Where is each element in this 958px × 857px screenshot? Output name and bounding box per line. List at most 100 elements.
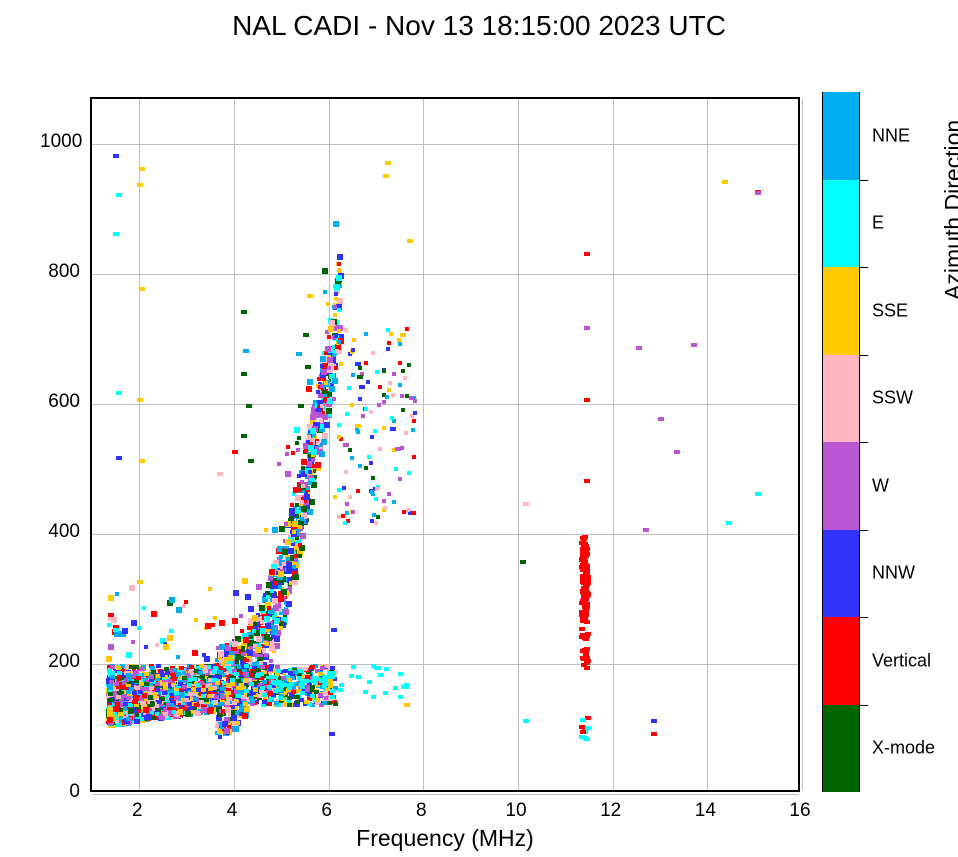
trace-point bbox=[212, 686, 217, 690]
gridline-vertical bbox=[613, 99, 614, 790]
trace-point bbox=[391, 393, 395, 397]
trace-point bbox=[333, 702, 338, 706]
trace-point bbox=[306, 440, 310, 444]
trace-point bbox=[347, 386, 351, 390]
trace-point bbox=[212, 670, 217, 674]
trace-point bbox=[300, 691, 305, 695]
trace-point bbox=[355, 424, 361, 428]
x-tick-label: 6 bbox=[321, 800, 332, 822]
trace-point bbox=[374, 497, 378, 501]
trace-point bbox=[255, 647, 261, 653]
trace-point bbox=[232, 701, 237, 705]
trace-point bbox=[117, 675, 122, 679]
trace-point bbox=[582, 535, 588, 539]
trace-point bbox=[136, 676, 141, 680]
trace-point bbox=[129, 665, 134, 669]
trace-point bbox=[116, 723, 122, 727]
trace-point bbox=[382, 369, 386, 373]
trace-point bbox=[295, 495, 301, 501]
trace-point bbox=[233, 726, 239, 732]
trace-point bbox=[231, 705, 235, 709]
trace-point bbox=[337, 308, 341, 312]
trace-point bbox=[244, 689, 249, 693]
trace-point bbox=[298, 543, 302, 547]
trace-point bbox=[110, 675, 115, 679]
trace-point bbox=[271, 629, 277, 635]
trace-point bbox=[215, 724, 219, 728]
trace-point bbox=[227, 697, 232, 701]
trace-point bbox=[294, 558, 298, 562]
trace-point bbox=[364, 466, 368, 470]
trace-point bbox=[337, 340, 341, 344]
trace-point bbox=[580, 590, 586, 594]
trace-point bbox=[260, 665, 265, 669]
trace-point bbox=[107, 623, 111, 627]
trace-point bbox=[256, 584, 262, 590]
trace-point bbox=[276, 688, 281, 692]
trace-point bbox=[315, 698, 320, 702]
trace-point bbox=[248, 606, 254, 612]
trace-point bbox=[411, 428, 415, 432]
trace-point bbox=[324, 422, 330, 428]
trace-point bbox=[160, 673, 165, 677]
trace-point bbox=[126, 673, 131, 677]
trace-point bbox=[213, 616, 217, 620]
trace-point bbox=[343, 443, 349, 447]
trace-point bbox=[327, 366, 331, 370]
trace-point bbox=[108, 692, 113, 696]
trace-point bbox=[278, 696, 283, 700]
trace-point bbox=[277, 462, 281, 466]
trace-point bbox=[331, 628, 337, 632]
trace-point bbox=[113, 628, 119, 632]
trace-point bbox=[271, 635, 275, 639]
trace-point bbox=[142, 687, 147, 691]
x-axis-label: Frequency (MHz) bbox=[90, 825, 800, 852]
trace-point bbox=[375, 370, 379, 374]
trace-point bbox=[201, 688, 206, 692]
trace-point bbox=[169, 597, 175, 603]
trace-point bbox=[137, 183, 143, 187]
plot-area bbox=[90, 97, 800, 792]
trace-point bbox=[199, 681, 204, 685]
colorbar-segment-nnw bbox=[822, 530, 860, 618]
trace-point bbox=[580, 633, 586, 637]
trace-point bbox=[217, 675, 222, 679]
trace-point bbox=[579, 725, 585, 729]
trace-point bbox=[584, 326, 590, 330]
trace-point bbox=[385, 161, 391, 165]
trace-point bbox=[304, 494, 310, 500]
trace-point bbox=[287, 686, 292, 690]
trace-point bbox=[358, 464, 362, 468]
trace-point bbox=[345, 412, 349, 416]
trace-point bbox=[307, 294, 313, 298]
trace-point bbox=[252, 615, 258, 621]
trace-point bbox=[228, 655, 234, 661]
trace-point bbox=[151, 611, 157, 617]
colorbar-label-vertical: Vertical bbox=[872, 650, 931, 671]
trace-point bbox=[298, 554, 302, 558]
trace-point bbox=[356, 489, 360, 493]
trace-point bbox=[584, 564, 590, 568]
trace-point bbox=[584, 737, 590, 741]
trace-point bbox=[393, 686, 398, 690]
trace-point bbox=[373, 429, 377, 433]
trace-point bbox=[139, 667, 144, 671]
trace-point bbox=[327, 357, 333, 363]
trace-point bbox=[584, 252, 590, 256]
trace-point bbox=[367, 455, 371, 459]
trace-point bbox=[214, 695, 219, 699]
trace-point bbox=[253, 622, 257, 626]
trace-point bbox=[312, 469, 316, 473]
trace-point bbox=[338, 299, 342, 303]
trace-point bbox=[407, 363, 411, 367]
colorbar-tick bbox=[860, 267, 868, 268]
trace-point bbox=[263, 641, 267, 645]
trace-point bbox=[366, 380, 370, 384]
trace-point bbox=[293, 574, 299, 580]
trace-point bbox=[269, 645, 275, 651]
trace-point bbox=[291, 451, 295, 455]
trace-point bbox=[320, 356, 326, 362]
trace-point bbox=[239, 614, 243, 618]
colorbar-segment-ssw bbox=[822, 355, 860, 443]
trace-point bbox=[337, 329, 341, 333]
